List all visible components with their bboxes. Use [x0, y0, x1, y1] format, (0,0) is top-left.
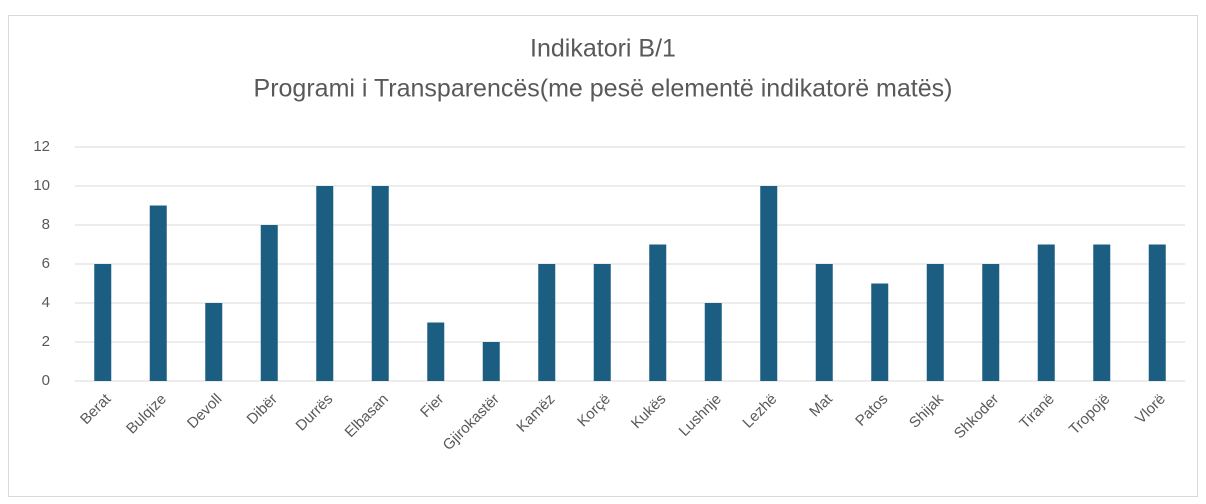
bar	[871, 283, 889, 381]
y-tick-label: 8	[42, 216, 50, 233]
bar	[593, 264, 611, 381]
bar	[371, 186, 389, 381]
bar	[316, 186, 334, 381]
chart-title: Indikatori B/1	[530, 35, 676, 63]
bar	[760, 186, 778, 381]
y-tick-label: 6	[42, 255, 50, 272]
y-tick-label: 10	[33, 177, 50, 194]
bar	[704, 303, 722, 381]
bar	[815, 264, 833, 381]
y-tick-label: 2	[42, 333, 50, 350]
y-tick-label: 4	[42, 294, 50, 311]
chart-subtitle: Programi i Transparencës(me pesë element…	[254, 75, 953, 103]
bar	[427, 322, 445, 381]
bar	[149, 205, 167, 381]
bar	[538, 264, 556, 381]
bar	[260, 225, 278, 381]
bar	[205, 303, 223, 381]
chart-border	[8, 15, 1198, 497]
y-tick-label: 12	[33, 138, 50, 155]
bar	[94, 264, 112, 381]
bar	[926, 264, 944, 381]
bar	[1093, 244, 1111, 381]
bar	[482, 342, 500, 381]
bar	[1148, 244, 1166, 381]
bar	[649, 244, 667, 381]
y-tick-label: 0	[42, 372, 50, 389]
bar	[1037, 244, 1055, 381]
bar	[982, 264, 1000, 381]
